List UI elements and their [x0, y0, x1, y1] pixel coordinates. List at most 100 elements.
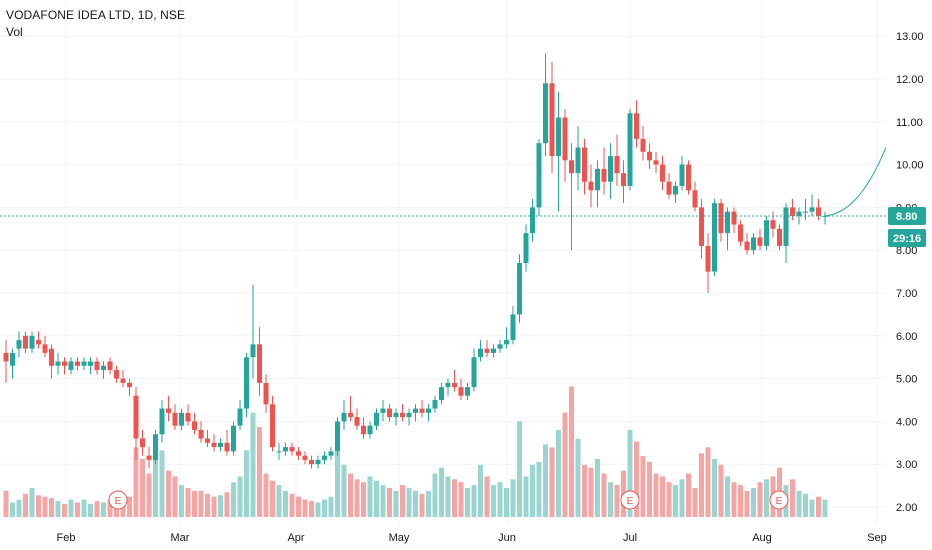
- volume-bar: [588, 467, 594, 517]
- volume-bar: [816, 496, 821, 517]
- candle-body: [816, 207, 821, 216]
- volume-bar: [530, 464, 535, 517]
- candle-body: [88, 361, 93, 366]
- volume-bar: [400, 485, 405, 517]
- candle-body: [458, 387, 464, 396]
- candle-body: [289, 447, 295, 452]
- price-tick-label: 3.00: [896, 459, 917, 471]
- volume-bar: [166, 470, 171, 517]
- candle-body: [588, 181, 594, 191]
- candle-body: [770, 220, 776, 229]
- volume-bar: [114, 502, 119, 517]
- candle-body: [757, 237, 763, 246]
- volume-bar: [153, 453, 158, 517]
- time-tick-label: Apr: [287, 532, 304, 544]
- candle-body: [634, 113, 639, 139]
- volume-bar: [140, 459, 145, 517]
- volume-bar: [23, 493, 28, 517]
- candle-body: [322, 455, 327, 460]
- earnings-marker: E: [769, 490, 789, 510]
- volume-bar: [764, 479, 769, 517]
- candle-body: [179, 412, 184, 426]
- candle-body: [673, 186, 678, 195]
- volume-bar: [16, 499, 22, 517]
- candle-body: [562, 117, 568, 161]
- candle-body: [413, 408, 418, 413]
- price-tick-label: 8.00: [896, 245, 917, 257]
- candle-body: [731, 211, 737, 225]
- candle-body: [647, 151, 652, 161]
- volume-bar: [276, 485, 282, 517]
- candle-body: [653, 160, 659, 165]
- candle-body: [244, 357, 249, 409]
- candle-body: [159, 408, 165, 435]
- earnings-marker: E: [620, 490, 640, 510]
- volume-bar: [237, 476, 243, 517]
- earnings-marker: E: [108, 490, 128, 510]
- volume-bar: [439, 467, 444, 517]
- volume-bar: [725, 476, 730, 517]
- volume-bar: [634, 441, 639, 517]
- candle-body: [3, 352, 9, 362]
- earnings-marker-label: E: [776, 496, 783, 507]
- last-price-badge: [888, 206, 926, 225]
- candle-body: [504, 340, 509, 345]
- candle-body: [666, 181, 672, 195]
- candle-body: [75, 361, 80, 366]
- candle-body: [270, 404, 275, 448]
- candle-body: [790, 207, 795, 216]
- volume-bar: [62, 503, 67, 517]
- volume-bar: [673, 485, 678, 517]
- candle-body: [354, 417, 360, 426]
- candle-body: [328, 451, 334, 456]
- candle-body: [406, 412, 412, 418]
- volume-bar: [432, 473, 438, 517]
- candle-body: [725, 211, 730, 234]
- candle-body: [153, 434, 158, 460]
- candle-body: [276, 451, 282, 453]
- volume-bar: [322, 499, 327, 517]
- volume-bar: [146, 473, 152, 517]
- candle-body: [426, 408, 431, 413]
- earnings-marker-circle: [769, 490, 789, 510]
- candle-body: [309, 459, 314, 465]
- candle-body: [107, 361, 113, 371]
- candle-body: [231, 425, 236, 452]
- volume-label: Vol: [6, 25, 23, 39]
- volume-bar: [101, 502, 106, 517]
- volume-bar: [406, 488, 412, 517]
- candle-body: [679, 164, 685, 186]
- candle-body: [361, 425, 366, 435]
- candle-body: [133, 395, 139, 439]
- price-tick-label: 4.00: [896, 416, 917, 428]
- volume-bar: [296, 496, 301, 517]
- candle-body: [575, 147, 581, 174]
- volume-bar: [185, 488, 191, 517]
- volume-bar: [218, 495, 223, 517]
- candle-body: [595, 168, 600, 191]
- volume-bar: [744, 490, 750, 517]
- candle-body: [751, 237, 756, 251]
- volume-bar: [198, 490, 204, 517]
- candle-body: [120, 378, 126, 383]
- volume-bar: [614, 485, 620, 517]
- volume-bar: [731, 482, 737, 517]
- time-tick-label: Aug: [752, 532, 772, 544]
- volume-bar: [42, 496, 48, 517]
- volume-bar: [231, 482, 236, 517]
- candle-body: [387, 408, 392, 418]
- volume-bar: [647, 461, 652, 517]
- volume-bar: [302, 499, 308, 517]
- volume-bar: [478, 464, 483, 517]
- candle-body: [68, 361, 74, 371]
- volume-bar: [133, 447, 139, 517]
- candle-body: [127, 382, 132, 388]
- volume-bar: [666, 482, 672, 517]
- candle-body: [198, 429, 204, 439]
- volume-bar: [575, 438, 581, 517]
- volume-bar: [445, 476, 451, 517]
- candle-body: [140, 438, 145, 448]
- volume-bar: [523, 476, 529, 517]
- volume-bar: [640, 456, 646, 517]
